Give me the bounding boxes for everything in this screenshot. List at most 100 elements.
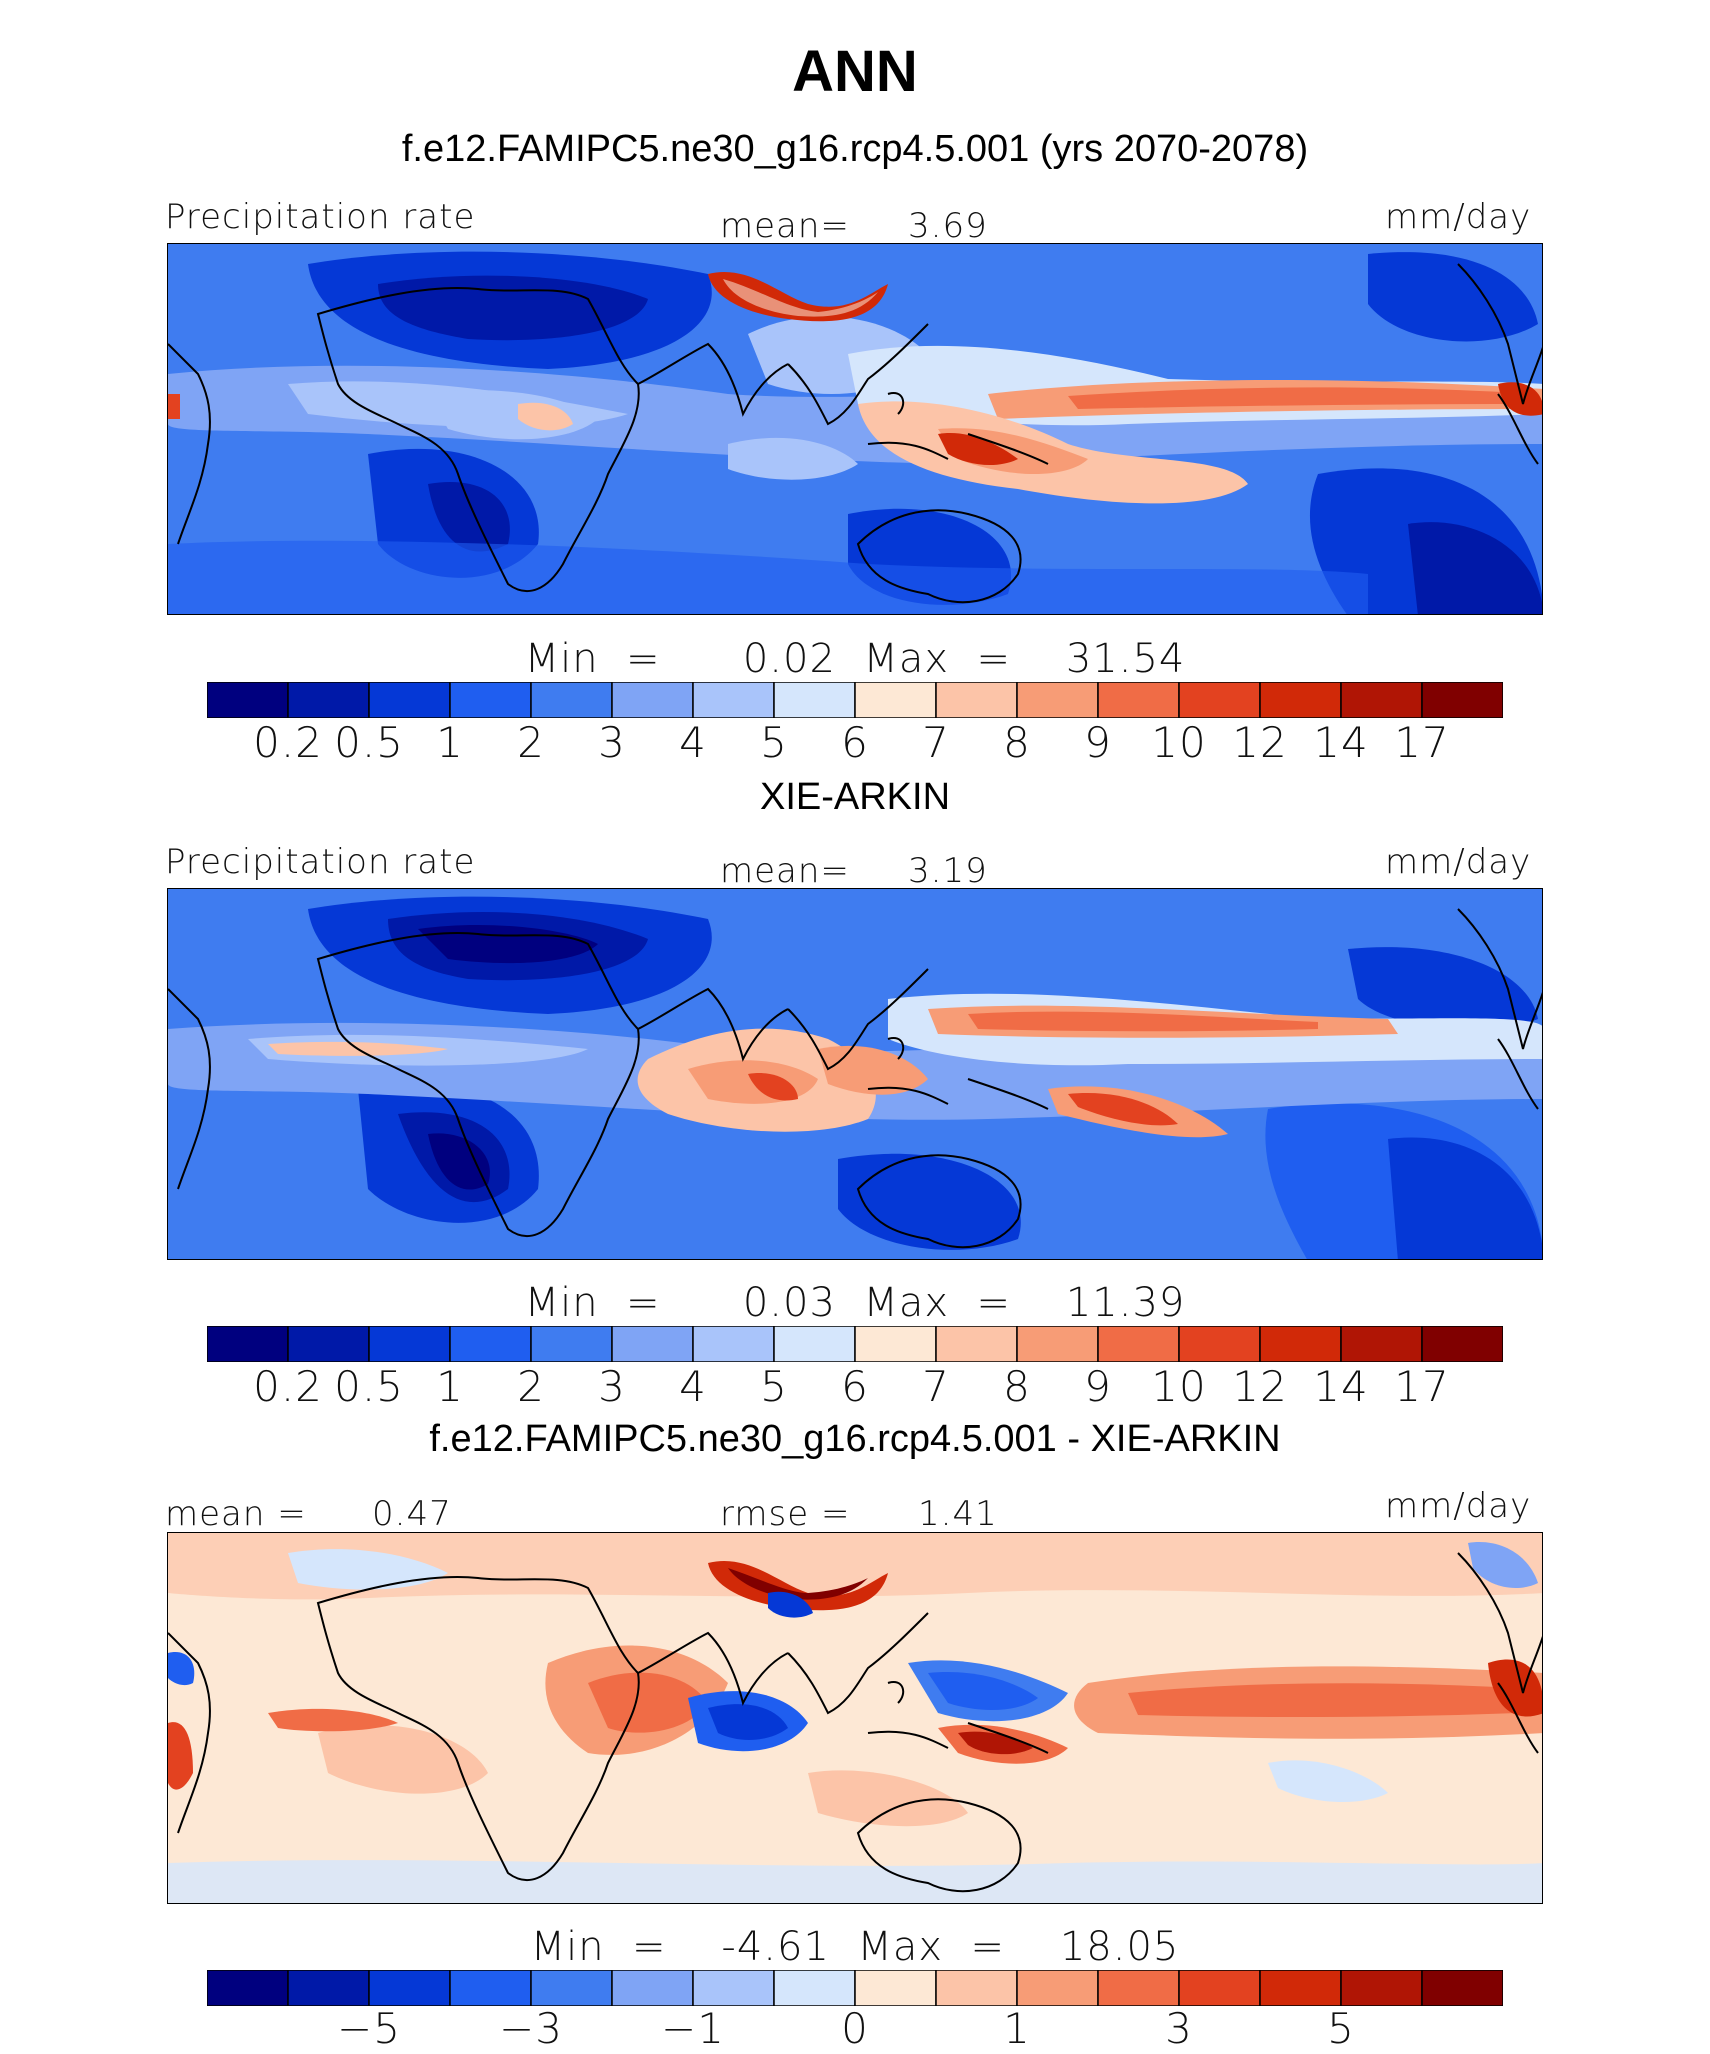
colorbar-tick-label: −1 — [661, 2004, 725, 2053]
panel2-colorbar-ticks: 0.2 0.5 1 2 3 4 5 6 7 8 9 10 12 14 17 — [207, 1362, 1503, 1412]
colorbar-tick-label: 3 — [598, 1362, 626, 1411]
colorbar-swatch — [1178, 681, 1261, 719]
panel2-max-value: 11.39 — [1065, 1280, 1186, 1326]
colorbar-swatch — [206, 1325, 289, 1363]
colorbar-tick-label: 7 — [922, 718, 950, 767]
colorbar-tick-label: 0.2 — [253, 1362, 323, 1411]
panel2-variable-label: Precipitation rate — [165, 842, 476, 882]
colorbar-tick-label: 14 — [1313, 1362, 1369, 1411]
colorbar-tick-label: 5 — [760, 1362, 788, 1411]
colorbar-swatch — [611, 1325, 694, 1363]
colorbar-swatch — [1097, 681, 1180, 719]
colorbar-swatch — [692, 681, 775, 719]
colorbar-tick-label: 14 — [1313, 718, 1369, 767]
colorbar-tick-label: 17 — [1394, 718, 1450, 767]
panel2-minmax: Min = 0.03 Max = 11.39 — [0, 1280, 1710, 1326]
colorbar-tick-label: 6 — [841, 1362, 869, 1411]
colorbar-swatch — [692, 1325, 775, 1363]
colorbar-tick-label: 3 — [1165, 2004, 1193, 2053]
colorbar-swatch — [854, 1969, 937, 2007]
panel1-minmax: Min = 0.02 Max = 31.54 — [0, 636, 1710, 682]
panel3-map — [167, 1532, 1543, 1904]
colorbar-tick-label: 9 — [1084, 718, 1112, 767]
panel3-colorbar-ticks: −5 −3 −1 0 1 3 5 — [207, 2004, 1503, 2054]
colorbar-swatch — [1016, 1325, 1099, 1363]
colorbar-swatch — [530, 1325, 613, 1363]
colorbar-swatch — [530, 681, 613, 719]
panel1-units: mm/day — [1385, 197, 1532, 237]
panel3-mean-label: mean = — [165, 1494, 307, 1534]
colorbar-tick-label: 10 — [1151, 718, 1207, 767]
colorbar-swatch — [773, 1325, 856, 1363]
colorbar-swatch — [611, 681, 694, 719]
panel1-min-label: Min = — [524, 636, 661, 682]
colorbar-swatch — [854, 681, 937, 719]
colorbar-tick-label: 1 — [436, 1362, 464, 1411]
panel3-mean-value: 0.47 — [372, 1494, 452, 1534]
colorbar-tick-label: 2 — [517, 718, 545, 767]
colorbar-swatch — [1421, 681, 1504, 719]
colorbar-tick-label: 8 — [1003, 718, 1031, 767]
colorbar-tick-label: −5 — [337, 2004, 401, 2053]
colorbar-swatch — [854, 1325, 937, 1363]
panel3-max-label: Max = — [857, 1924, 1005, 1970]
panel3-colorbar — [206, 1969, 1504, 2007]
colorbar-tick-label: 3 — [598, 718, 626, 767]
panel2-min-label: Min = — [524, 1280, 661, 1326]
colorbar-tick-label: 17 — [1394, 1362, 1450, 1411]
panel3-max-value: 18.05 — [1059, 1924, 1180, 1970]
colorbar-swatch — [1178, 1325, 1261, 1363]
panel3-units: mm/day — [1385, 1486, 1532, 1526]
colorbar-tick-label: 10 — [1151, 1362, 1207, 1411]
colorbar-swatch — [1340, 681, 1423, 719]
panel2-mean-value: 3.19 — [908, 851, 988, 891]
panel1-title: f.e12.FAMIPC5.ne30_g16.rcp4.5.001 (yrs 2… — [401, 128, 1309, 170]
colorbar-swatch — [1421, 1325, 1504, 1363]
colorbar-tick-label: 5 — [760, 718, 788, 767]
panel2-colorbar — [206, 1325, 1504, 1363]
colorbar-swatch — [287, 1325, 370, 1363]
colorbar-tick-label: 12 — [1232, 1362, 1288, 1411]
colorbar-swatch — [935, 1969, 1018, 2007]
colorbar-tick-label: 2 — [517, 1362, 545, 1411]
panel1-variable-label: Precipitation rate — [165, 197, 476, 237]
panel1-min-value: 0.02 — [742, 636, 836, 682]
colorbar-swatch — [692, 1969, 775, 2007]
colorbar-swatch — [935, 681, 1018, 719]
colorbar-swatch — [1340, 1325, 1423, 1363]
colorbar-swatch — [368, 1325, 451, 1363]
colorbar-tick-label: 0.5 — [334, 1362, 404, 1411]
colorbar-tick-label: 1 — [1003, 2004, 1031, 2053]
colorbar-swatch — [1178, 1969, 1261, 2007]
panel1-mean-value: 3.69 — [908, 206, 988, 246]
panel3-rmse-label: rmse = — [720, 1494, 851, 1534]
colorbar-swatch — [206, 1969, 289, 2007]
colorbar-swatch — [449, 1325, 532, 1363]
colorbar-tick-label: 8 — [1003, 1362, 1031, 1411]
colorbar-tick-label: 12 — [1232, 718, 1288, 767]
colorbar-swatch — [1259, 681, 1342, 719]
colorbar-swatch — [287, 681, 370, 719]
colorbar-swatch — [1016, 1969, 1099, 2007]
panel3-minmax: Min = -4.61 Max = 18.05 — [0, 1924, 1710, 1970]
colorbar-swatch — [1097, 1325, 1180, 1363]
panel1-mean-label: mean= — [720, 206, 850, 246]
colorbar-tick-label: 5 — [1327, 2004, 1355, 2053]
colorbar-swatch — [1340, 1969, 1423, 2007]
colorbar-swatch — [1016, 681, 1099, 719]
panel2-units: mm/day — [1385, 842, 1532, 882]
colorbar-tick-label: −3 — [499, 2004, 563, 2053]
colorbar-swatch — [287, 1969, 370, 2007]
colorbar-swatch — [530, 1969, 613, 2007]
panel1-max-value: 31.54 — [1065, 636, 1186, 682]
colorbar-tick-label: 1 — [436, 718, 464, 767]
colorbar-swatch — [935, 1325, 1018, 1363]
panel3-min-value: -4.61 — [721, 1924, 830, 1970]
panel2-mean-label: mean= — [720, 851, 850, 891]
colorbar-tick-label: 6 — [841, 718, 869, 767]
colorbar-swatch — [449, 681, 532, 719]
panel3-title: f.e12.FAMIPC5.ne30_g16.rcp4.5.001 - XIE-… — [429, 1418, 1281, 1460]
colorbar-tick-label: 0.5 — [334, 718, 404, 767]
panel3-min-label: Min = — [530, 1924, 667, 1970]
panel3-rmse-value: 1.41 — [918, 1494, 998, 1534]
